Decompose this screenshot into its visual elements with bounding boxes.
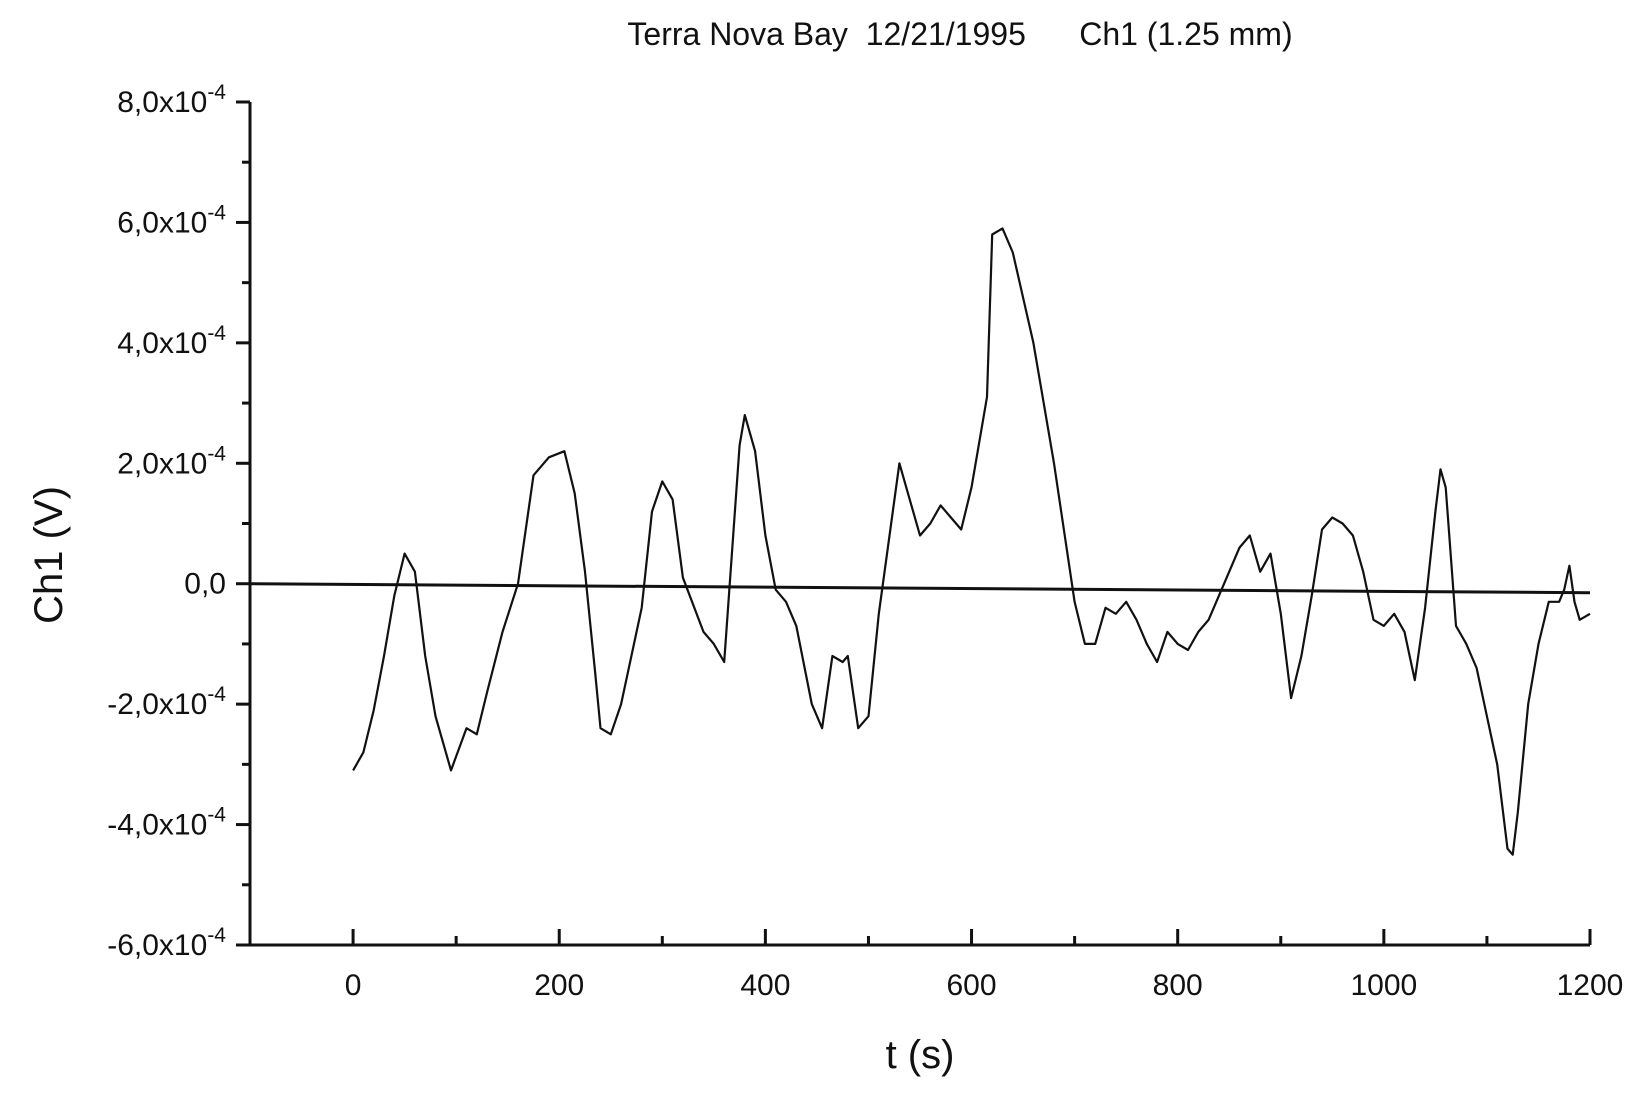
y-tick-label: -2,0x10-4 — [107, 683, 226, 721]
y-tick-group: 8,0x10-4 6,0x10-4 4,0x10-4 2,0x10-4 0,0 -2,0x… — [107, 81, 250, 962]
y-axis: 8,0x10-4 6,0x10-4 4,0x10-4 2,0x10-4 0,0 -2,0x… — [107, 81, 252, 962]
x-tick-label: 200 — [534, 969, 584, 1002]
x-axis: 0 200 400 600 800 1000 1200 — [250, 929, 1623, 1002]
y-tick-label: -4,0x10-4 — [107, 804, 226, 842]
x-tick-group: 0 200 400 600 800 1000 1200 — [345, 929, 1624, 1002]
x-axis-label: t (s) — [886, 1033, 955, 1077]
x-tick-label: 1200 — [1557, 969, 1624, 1002]
y-axis-label: Ch1 (V) — [27, 486, 71, 624]
zero-reference-line — [249, 582, 1591, 595]
x-tick-label: 400 — [740, 969, 790, 1002]
y-tick-label: 6,0x10-4 — [117, 201, 226, 239]
y-tick-label: 2,0x10-4 — [117, 442, 226, 480]
y-tick-label: 8,0x10-4 — [117, 81, 226, 119]
y-tick-label: -6,0x10-4 — [107, 924, 226, 962]
x-tick-label: 800 — [1153, 969, 1203, 1002]
series-line-ch1 — [352, 227, 1591, 856]
chart-title: Terra Nova Bay 12/21/1995 Ch1 (1.25 mm) — [627, 16, 1292, 52]
x-tick-label: 0 — [345, 969, 362, 1002]
y-tick-label: 4,0x10-4 — [117, 322, 226, 360]
y-tick-label: 0,0 — [184, 568, 226, 601]
x-tick-label: 600 — [947, 969, 997, 1002]
x-tick-label: 1000 — [1350, 969, 1417, 1002]
